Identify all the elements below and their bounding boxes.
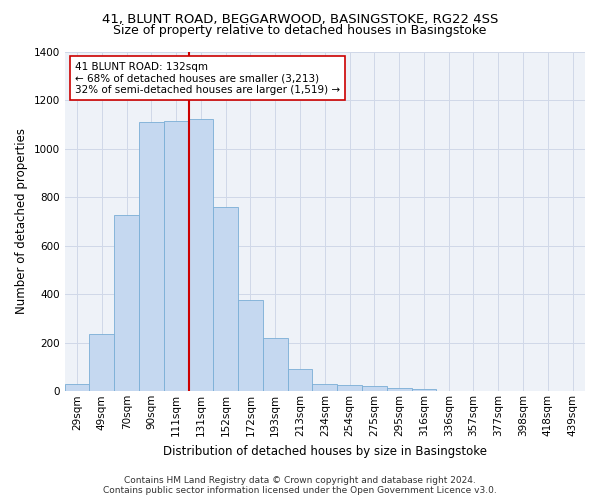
- Bar: [337, 385, 362, 392]
- Bar: [188, 120, 214, 392]
- Bar: [412, 389, 436, 392]
- Bar: [164, 120, 188, 392]
- Bar: [238, 300, 263, 392]
- Text: 41, BLUNT ROAD, BEGGARWOOD, BASINGSTOKE, RG22 4SS: 41, BLUNT ROAD, BEGGARWOOD, BASINGSTOKE,…: [102, 12, 498, 26]
- Bar: [263, 338, 287, 392]
- Bar: [139, 122, 164, 392]
- Bar: [362, 386, 387, 392]
- Bar: [313, 384, 337, 392]
- Bar: [89, 334, 114, 392]
- Text: Size of property relative to detached houses in Basingstoke: Size of property relative to detached ho…: [113, 24, 487, 37]
- Bar: [114, 216, 139, 392]
- Bar: [387, 388, 412, 392]
- Bar: [214, 207, 238, 392]
- Text: 41 BLUNT ROAD: 132sqm
← 68% of detached houses are smaller (3,213)
32% of semi-d: 41 BLUNT ROAD: 132sqm ← 68% of detached …: [75, 62, 340, 95]
- Bar: [287, 370, 313, 392]
- Bar: [65, 384, 89, 392]
- Text: Contains HM Land Registry data © Crown copyright and database right 2024.
Contai: Contains HM Land Registry data © Crown c…: [103, 476, 497, 495]
- X-axis label: Distribution of detached houses by size in Basingstoke: Distribution of detached houses by size …: [163, 444, 487, 458]
- Y-axis label: Number of detached properties: Number of detached properties: [15, 128, 28, 314]
